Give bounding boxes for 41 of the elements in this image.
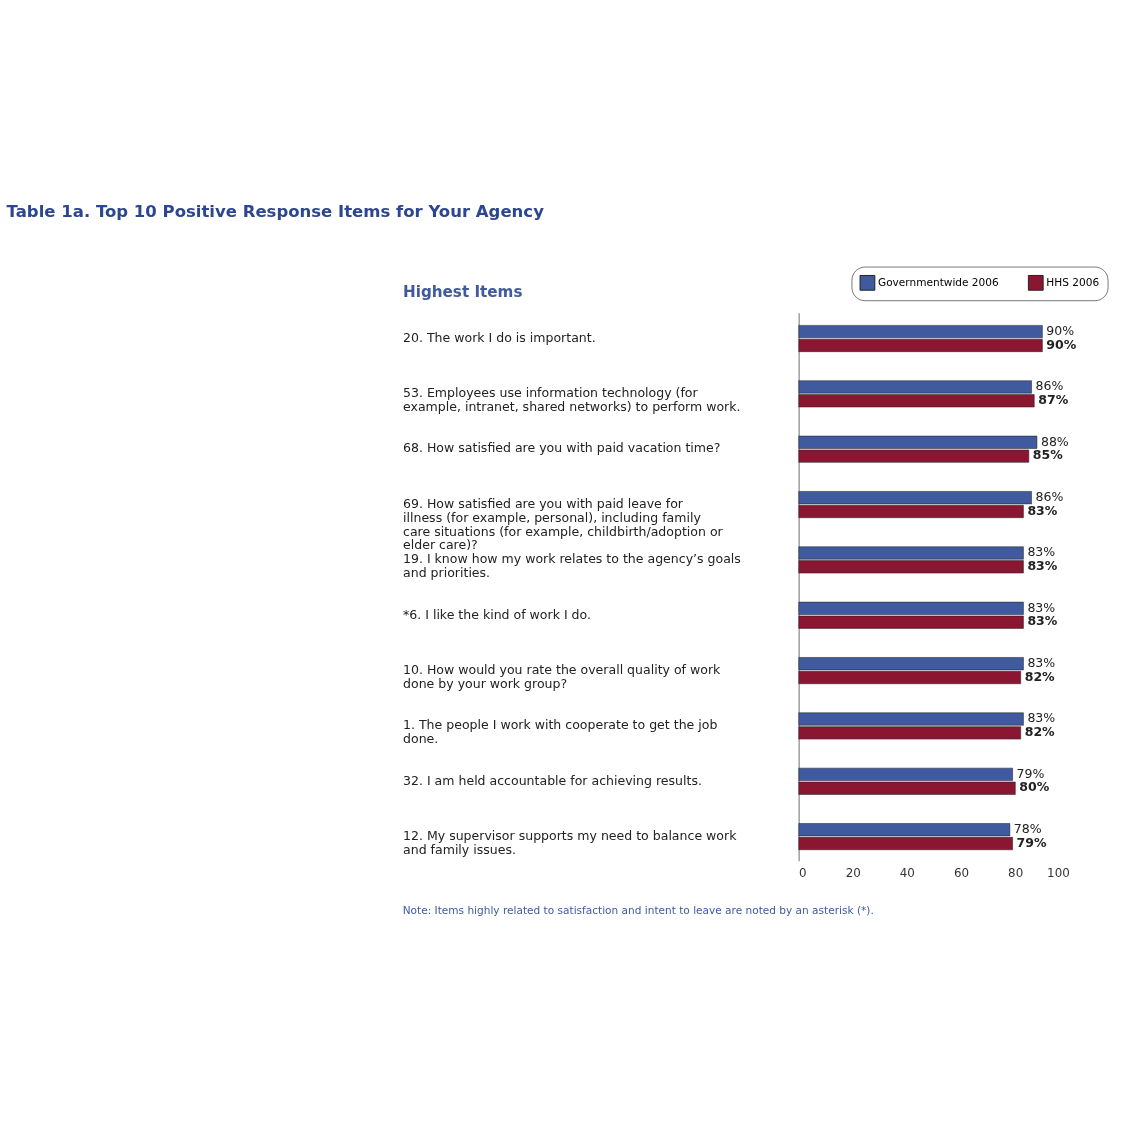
legend-label: HHS 2006	[1046, 276, 1100, 289]
y-tick-label: 10. How would you rate the overall quality of work done by your work group?	[403, 661, 722, 691]
data-label: 83%	[1027, 599, 1056, 615]
x-tick-label: 40	[899, 866, 915, 881]
data-label: 83%	[1027, 654, 1056, 670]
data-label: 87%	[1038, 392, 1069, 408]
data-label: 86%	[1035, 488, 1064, 504]
x-tick-label: 100	[1047, 866, 1070, 881]
data-label: 90%	[1046, 322, 1075, 338]
x-tick-label: 20	[845, 866, 861, 881]
data-label: 88%	[1040, 433, 1069, 449]
text: Table 1a. Top 10 Positive Response Items for Your Agency	[6, 201, 545, 221]
y-tick-label: 68. How satisfied are you with paid vacation time?	[403, 440, 721, 456]
y-tick-label: 19. I know how my work relates to the agency’s goals and priorities.	[403, 551, 741, 581]
data-label: 79%	[1016, 834, 1047, 850]
data-label: 83%	[1027, 710, 1056, 726]
y-tick-label: 1. The people I work with cooperate to get the job done.	[403, 717, 718, 747]
legend-label: Governmentwide 2006	[878, 276, 999, 289]
x-tick-label: 60	[953, 866, 970, 881]
data-label: 86%	[1035, 378, 1064, 394]
data-label: 80%	[1019, 779, 1050, 795]
data-label: 82%	[1024, 724, 1056, 740]
data-label: 83%	[1027, 558, 1058, 574]
y-axis-title: Highest Items	[403, 282, 523, 301]
y-tick-label: 32. I am held accountable for achieving results.	[403, 772, 702, 788]
data-label: 85%	[1032, 447, 1064, 463]
data-label: 90%	[1046, 336, 1077, 352]
data-label: 78%	[1013, 821, 1042, 836]
x-tick-label: 0	[799, 866, 807, 881]
y-tick-label: 20. The work I do is important.	[403, 329, 596, 345]
data-label: 82%	[1024, 668, 1056, 684]
data-label: 83%	[1027, 502, 1058, 518]
data-label: 83%	[1027, 613, 1058, 629]
y-tick-label: 53. Employees use information technology (for example, intranet, shared networks) to perform work.	[403, 385, 741, 415]
y-tick-label: *6. I like the kind of work I do.	[403, 606, 591, 622]
text: Note: Items highly related to satisfaction and intent to leave are noted by an asterisk (*).	[402, 903, 874, 916]
x-tick-label: 80	[1008, 866, 1024, 881]
data-label: 79%	[1016, 765, 1045, 781]
y-tick-label: 69. How satisfied are you with paid leave for illness (for example, personal), including family care situations (for example, childbirth/adoption or elder care)?	[403, 495, 724, 553]
y-tick-label: 12. My supervisor supports my need to balance work and family issues.	[403, 827, 738, 857]
data-label: 83%	[1027, 544, 1056, 560]
